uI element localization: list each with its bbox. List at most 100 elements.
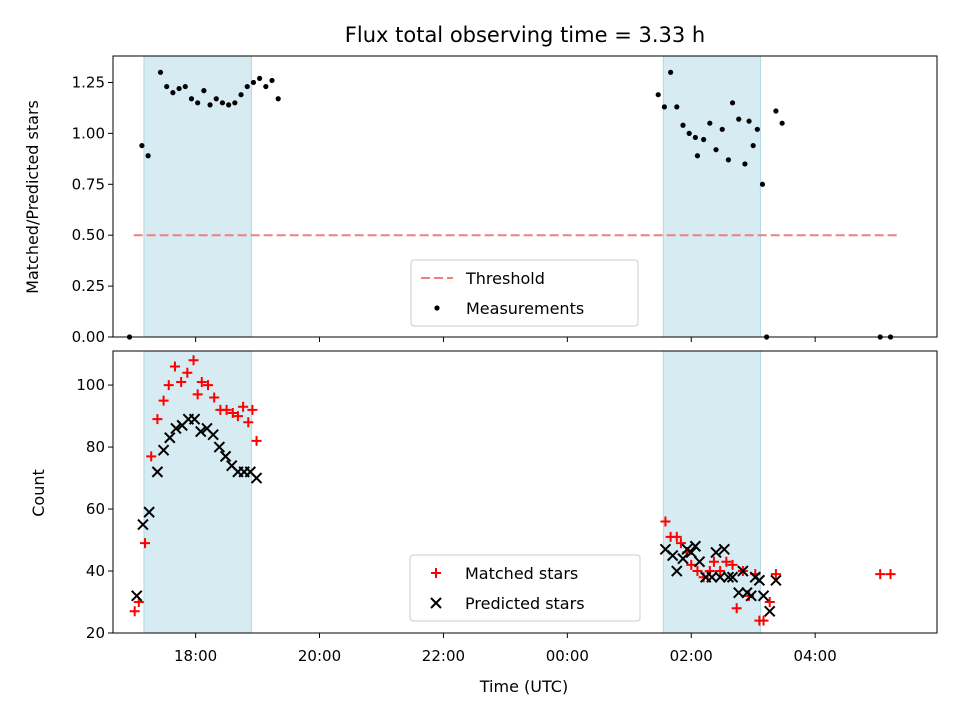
y-tick-label: 0.25	[72, 277, 105, 295]
measurement-point	[145, 153, 151, 159]
legend-box	[409, 554, 641, 622]
matched-star-point	[243, 417, 254, 428]
shaded-span	[143, 55, 252, 338]
measurement-point	[754, 126, 760, 132]
matched-star-point	[169, 361, 180, 372]
measurement-point	[707, 120, 713, 126]
markers	[129, 355, 896, 626]
matched-star-point	[731, 603, 742, 614]
matched-star-point	[660, 516, 671, 527]
y-tick-label: 0.00	[72, 328, 105, 346]
matched-star-point	[163, 380, 174, 391]
measurement-point	[164, 83, 170, 90]
predicted-star-point	[170, 422, 182, 435]
predicted-star-point	[706, 571, 718, 583]
predicted-star-point	[757, 590, 770, 602]
measurement-point	[170, 90, 176, 96]
matched-star-point	[146, 451, 157, 462]
measurement-point	[157, 69, 164, 75]
predicted-star-point	[737, 565, 749, 577]
matched-star-point	[158, 395, 169, 406]
matched-star-point	[192, 389, 203, 400]
measurement-point	[232, 100, 238, 106]
y-tick-label: 1.25	[72, 73, 105, 91]
bottom-panel-counts: 20 40 60 80 100 18:00 20:00 22:00 00:00 02:00 04:0…	[76, 350, 938, 665]
predicted-star-point	[207, 428, 219, 441]
matched-star-point	[251, 435, 262, 446]
measurement-point	[713, 147, 719, 153]
predicted-star-point	[770, 574, 782, 587]
matched-star-point	[885, 569, 896, 580]
predicted-star-point	[151, 466, 164, 478]
y-tick-label: 40	[86, 562, 105, 580]
measurement-point	[250, 79, 257, 86]
measurement-point	[661, 104, 667, 110]
legend-measurement-swatch	[434, 305, 440, 311]
matched-star-point	[188, 355, 199, 366]
predicted-star-point	[164, 432, 176, 444]
x-tick-label: 02:00	[670, 647, 713, 665]
predicted-star-point	[250, 472, 263, 484]
measurement-point	[779, 120, 785, 126]
predicted-star-point	[137, 518, 149, 531]
y-tick-label: 1.00	[72, 124, 105, 142]
predicted-star-point	[714, 571, 726, 583]
measurement-point	[257, 75, 263, 81]
matched-star-point	[129, 606, 140, 617]
measurement-point	[729, 100, 736, 106]
bottom-y-axis-label: Count	[29, 469, 48, 517]
measurement-point	[263, 83, 269, 90]
measurement-point	[207, 102, 213, 108]
predicted-star-point	[195, 425, 207, 438]
measurement-point	[269, 77, 275, 84]
predicted-star-point	[722, 571, 735, 583]
predicted-star-point	[753, 574, 766, 587]
measurement-point	[692, 134, 698, 141]
top-panel-ratio: 0.00 0.25 0.50 0.75 1.00 1.25 Threshold Measure…	[72, 55, 938, 346]
x-axis-label: Time (UTC)	[479, 677, 568, 696]
measurement-point	[195, 100, 201, 106]
measurement-point	[275, 96, 281, 102]
matched-star-point	[721, 556, 732, 567]
x-tick-label: 18:00	[174, 647, 217, 665]
matched-star-point	[176, 376, 187, 387]
predicted-star-point	[685, 546, 697, 559]
matched-star-point	[202, 380, 213, 391]
measurement-point	[736, 116, 742, 122]
matched-star-point	[232, 411, 243, 422]
matched-star-point	[182, 367, 193, 378]
predicted-star-point	[666, 549, 679, 562]
predicted-star-point	[745, 590, 757, 602]
top-y-axis-label: Matched/Predicted stars	[23, 100, 42, 294]
predicted-star-point	[689, 540, 702, 552]
measurement-point	[694, 153, 701, 159]
measurement-point	[667, 69, 674, 75]
legend-label: Predicted stars	[465, 594, 585, 613]
measurement-point	[719, 126, 725, 132]
y-tick-label: 20	[86, 624, 105, 642]
measurement-point	[139, 142, 145, 149]
x-tick-label: 22:00	[422, 647, 465, 665]
chart-title: Flux total observing time = 3.33 h	[345, 23, 705, 47]
measurement-point	[244, 83, 250, 90]
y-tick-label: 80	[86, 438, 105, 456]
predicted-star-point	[188, 413, 201, 425]
matched-star-point	[196, 376, 207, 387]
measurement-point	[680, 122, 686, 128]
measurement-point	[686, 130, 692, 136]
matched-star-point	[875, 569, 886, 580]
predicted-star-point	[677, 552, 689, 565]
matched-star-point	[671, 531, 682, 542]
matched-star-point	[727, 559, 738, 570]
predicted-star-point	[671, 565, 683, 577]
predicted-star-point	[213, 441, 226, 453]
matched-star-point	[221, 404, 232, 415]
matched-star-point	[708, 556, 719, 567]
shaded-span	[662, 350, 761, 634]
measurement-point	[219, 100, 226, 106]
y-tick-label: 0.75	[72, 175, 105, 193]
measurement-point	[226, 102, 232, 108]
measurement-point	[725, 157, 732, 163]
predicted-star-point	[710, 546, 722, 559]
measurement-point	[773, 108, 779, 114]
